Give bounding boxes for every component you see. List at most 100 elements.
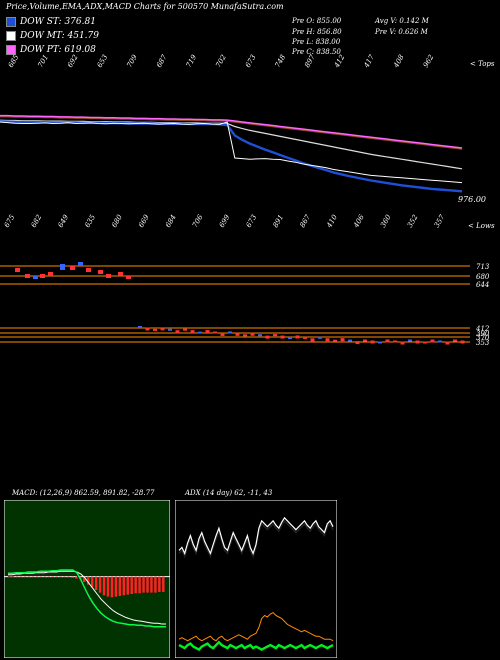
macd-hist-bar bbox=[126, 576, 129, 595]
tops-label: 685 bbox=[7, 53, 21, 69]
lower-candle bbox=[378, 341, 382, 344]
chart-title: Price,Volume,EMA,ADX,MACD Charts for 500… bbox=[6, 2, 284, 11]
legend-dow-mt: DOW MT: 451.79 bbox=[6, 31, 99, 41]
macd-line-shadow bbox=[8, 572, 166, 630]
legend-dow-pt: DOW PT: 619.08 bbox=[6, 45, 96, 55]
legend-swatch-pt bbox=[6, 45, 16, 55]
lows-label: 673 bbox=[245, 213, 259, 229]
tops-label: 692 bbox=[66, 53, 80, 69]
lower-candle bbox=[145, 327, 150, 331]
macd-hist-bar bbox=[27, 576, 31, 578]
tops-side-label: < Tops bbox=[470, 60, 495, 68]
adx-title: ADX (14 day) 62, -11, 43 bbox=[185, 489, 273, 497]
lower-candle bbox=[400, 341, 405, 345]
tops-label: 702 bbox=[214, 53, 228, 69]
volume-candle bbox=[33, 276, 38, 279]
lower-candle bbox=[250, 332, 255, 336]
lower-level-label: 412 bbox=[475, 325, 490, 333]
volume-candles bbox=[15, 262, 131, 279]
lower-candle bbox=[198, 331, 202, 334]
volume-candle bbox=[106, 274, 111, 278]
volume-level-label: 644 bbox=[476, 281, 489, 289]
tops-label: 687 bbox=[155, 53, 169, 69]
lows-label: 867 bbox=[298, 213, 312, 229]
lower-candle bbox=[303, 336, 307, 339]
lower-candle bbox=[220, 332, 225, 336]
macd-hist-bar bbox=[110, 576, 114, 598]
lower-candle bbox=[430, 339, 435, 343]
lower-candle bbox=[363, 339, 367, 342]
stat-high: Pre H: 856.80 bbox=[292, 28, 342, 36]
tops-label: 408 bbox=[392, 53, 406, 70]
legend-dow-st: DOW ST: 376.81 bbox=[6, 17, 96, 27]
lows-label: 680 bbox=[110, 213, 124, 229]
lower-candle bbox=[340, 338, 345, 342]
lower-candle bbox=[408, 339, 412, 342]
macd-hist-bar bbox=[134, 576, 137, 594]
stat-low: Pre L: 838.00 bbox=[292, 38, 341, 46]
lower-candle bbox=[348, 339, 352, 342]
macd-hist-bar bbox=[8, 576, 11, 578]
lows-label: 669 bbox=[137, 213, 151, 229]
stat-pre-volume: Pre V: 0.626 M bbox=[375, 28, 428, 36]
stat-open: Pre O: 855.00 bbox=[292, 17, 342, 25]
stat-avg-volume: Avg V: 0.142 M bbox=[375, 17, 429, 25]
tops-label: 719 bbox=[185, 53, 199, 69]
lows-side-label: < Lows bbox=[468, 222, 495, 230]
plus-di-line bbox=[178, 611, 334, 642]
macd-hist-bar bbox=[59, 576, 62, 578]
lower-level-label: 390 bbox=[476, 330, 490, 338]
macd-hist-bar bbox=[158, 576, 161, 592]
macd-hist-bar bbox=[122, 576, 126, 596]
macd-hist-bar bbox=[55, 576, 58, 578]
tops-label: 709 bbox=[125, 53, 139, 69]
lows-label: 360 bbox=[379, 213, 393, 229]
price-lines bbox=[0, 114, 463, 193]
macd-panel bbox=[4, 500, 170, 658]
volume-candle bbox=[126, 276, 131, 279]
lower-candle bbox=[325, 338, 330, 342]
stat-close: Pre C: 838.50 bbox=[292, 48, 341, 56]
macd-hist-bar bbox=[47, 576, 50, 578]
macd-hist-bar bbox=[71, 576, 74, 578]
lower-candle bbox=[153, 328, 157, 331]
macd-hist-bar bbox=[19, 576, 23, 578]
macd-hist-bar bbox=[67, 576, 70, 578]
legend-label-mt: DOW MT: 451.79 bbox=[20, 31, 99, 41]
lower-candle bbox=[235, 332, 240, 336]
ema-mt-line bbox=[0, 119, 463, 170]
volume-candle bbox=[15, 268, 20, 272]
legend-swatch-st bbox=[6, 17, 16, 27]
lower-candle bbox=[265, 335, 270, 339]
macd-hist-bar bbox=[118, 576, 122, 596]
lower-level-label: 370 bbox=[476, 334, 490, 342]
tops-label: 897 bbox=[303, 53, 317, 69]
adx-panel bbox=[175, 500, 337, 658]
lows-label: 635 bbox=[83, 213, 97, 229]
lows-label: 352 bbox=[406, 213, 420, 229]
macd-hist-bar bbox=[138, 576, 141, 594]
lows-label: 357 bbox=[433, 213, 447, 229]
macd-hist-bar bbox=[39, 576, 43, 578]
macd-title: MACD: (12,26,9) 862.59, 891.82, -28.77 bbox=[12, 489, 155, 497]
macd-hist-bar bbox=[130, 576, 133, 594]
tops-label: 673 bbox=[244, 53, 258, 69]
tops-labels: 685 701 692 653 709 687 719 702 673 748 897 412 417 4… bbox=[7, 53, 436, 70]
lower-candle bbox=[138, 326, 142, 328]
lower-candle bbox=[333, 339, 337, 342]
macd-hist-bar bbox=[35, 576, 39, 578]
adx-line bbox=[178, 516, 334, 556]
macd-histogram bbox=[4, 576, 170, 598]
lows-label: 682 bbox=[30, 213, 44, 229]
lows-label: 406 bbox=[352, 213, 366, 230]
macd-hist-bar bbox=[43, 576, 47, 578]
lows-label: 684 bbox=[164, 213, 178, 229]
macd-hist-bar bbox=[94, 576, 98, 590]
macd-hist-bar bbox=[83, 576, 86, 582]
lower-candle bbox=[385, 339, 390, 343]
legend-label-st: DOW ST: 376.81 bbox=[20, 17, 96, 27]
lower-candle bbox=[453, 339, 457, 342]
volume-level-label: 680 bbox=[476, 273, 490, 281]
ema-st-line bbox=[0, 120, 463, 193]
